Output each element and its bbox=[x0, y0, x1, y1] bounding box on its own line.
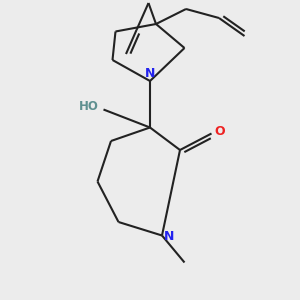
Text: N: N bbox=[145, 67, 155, 80]
Text: N: N bbox=[164, 230, 175, 244]
Text: O: O bbox=[214, 125, 225, 139]
Text: HO: HO bbox=[79, 100, 99, 113]
